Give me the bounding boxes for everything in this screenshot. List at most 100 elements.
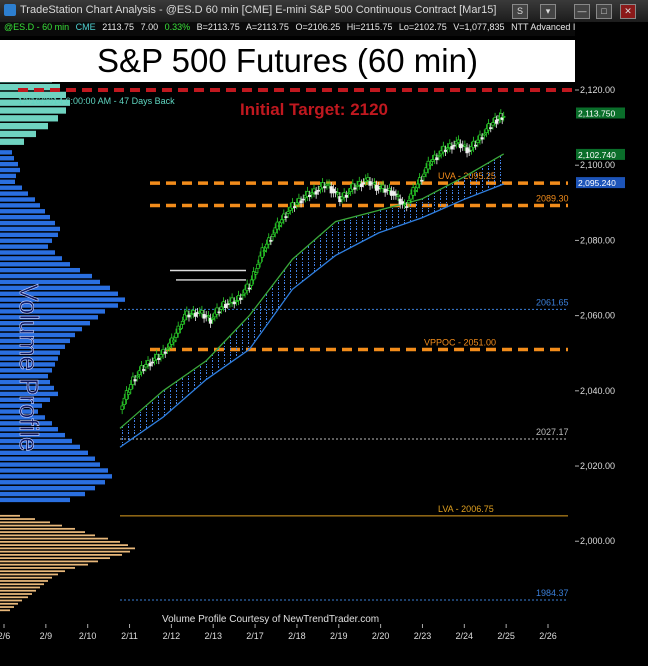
candle-body [260, 247, 264, 258]
candle-body [400, 201, 405, 205]
candle-body [445, 147, 450, 150]
candle-body [137, 370, 142, 375]
window-title: TradeStation Chart Analysis - @ES.D 60 m… [20, 4, 497, 16]
candle-body [150, 361, 154, 364]
minimize-button[interactable]: — [574, 4, 590, 19]
x-tick-label: 2/24 [456, 631, 474, 641]
volume-profile-bar [0, 350, 60, 355]
candle-body [469, 145, 474, 151]
volume-profile-bar [0, 150, 12, 155]
volume-profile-bar [0, 444, 80, 450]
level-label: 2027.17 [536, 427, 569, 437]
candle-body [200, 310, 204, 314]
candle-body [433, 154, 437, 160]
x-tick-label: 2/6 [0, 631, 10, 641]
close-button[interactable]: ✕ [620, 4, 636, 19]
quote-change: 7.00 [140, 22, 159, 32]
volume-profile-bar [0, 309, 105, 314]
volume-profile-bar [0, 432, 65, 438]
chart-background [0, 36, 575, 624]
volume-profile-bar [0, 167, 20, 173]
average-band [120, 153, 504, 448]
volume-profile-bar [0, 185, 22, 190]
candle-body [232, 301, 236, 305]
window-titlebar: TradeStation Chart Analysis - @ES.D 60 m… [0, 0, 648, 22]
series-line-slow_average [119, 183, 504, 448]
volume-profile-bar [0, 474, 112, 479]
quote-exchange: CME [75, 22, 96, 32]
volume-profile-bar [0, 244, 48, 249]
y-tick-label: 2,100.00 [580, 160, 615, 170]
volume-profile-bar [0, 450, 88, 455]
volume-profile-bar [0, 374, 48, 379]
candle-body [366, 177, 370, 181]
volume-profile-bar [0, 130, 36, 138]
candle-body [262, 250, 267, 253]
price-axis[interactable]: 2,000.00 2,020.00 2,040.00 2,060.00 2,080.00… [575, 36, 648, 632]
candle-body [148, 362, 152, 367]
volume-profile-bar [0, 173, 16, 179]
quote-low: Lo=2102.75 [398, 22, 447, 32]
volume-profile-bar [0, 332, 75, 338]
volume-profile-bar [0, 179, 15, 185]
candle-body [372, 182, 377, 185]
candle-body [333, 191, 338, 194]
volume-profile-bar [0, 580, 48, 582]
candle-body [124, 390, 129, 400]
volume-profile-bar [0, 491, 85, 497]
candle-body [443, 149, 448, 152]
volume-profile-bar [0, 415, 45, 420]
volume-profile-bar [0, 379, 50, 385]
candle-body [359, 183, 364, 188]
volume-profile-bar [0, 262, 70, 267]
candle-body [185, 310, 189, 316]
maximize-button[interactable]: □ [596, 4, 612, 19]
candle-body [172, 339, 176, 343]
volume-profile-bar [0, 220, 55, 226]
x-tick-label: 2/23 [414, 631, 432, 641]
candle-body [428, 163, 433, 166]
level-label: VPPOC - 2051.00 [424, 337, 496, 347]
candle-body [165, 347, 170, 350]
volume-profile-bar [0, 540, 120, 543]
candle-body [331, 188, 336, 194]
candle-body [474, 144, 478, 147]
volume-profile-bar [0, 214, 50, 220]
dropdown-button[interactable]: ▾ [540, 4, 556, 19]
candle-body [441, 145, 445, 153]
volume-profile [0, 44, 135, 612]
candle-body [167, 342, 172, 348]
volume-profile-bar [0, 521, 50, 524]
candle-body [413, 190, 417, 192]
volume-profile-bar [0, 99, 70, 106]
candle-body [430, 159, 435, 162]
candle-body [435, 157, 439, 161]
level-label: 1984.37 [536, 588, 569, 598]
candle-body [211, 317, 215, 320]
volume-profile-bar [0, 297, 125, 302]
candle-body [415, 183, 420, 189]
volume-profile-bar [0, 362, 55, 367]
candle-body [256, 263, 260, 269]
time-axis[interactable]: 2/6 2/9 2/10 2/11 2/12 2/13 2/17 2/18 2/19 2/20 2/… [0, 624, 575, 661]
level-label: 2089.30 [536, 193, 569, 203]
candle-body [394, 193, 398, 196]
candle-body [491, 122, 495, 126]
candle-body [174, 332, 178, 338]
candle-body [405, 206, 409, 208]
volume-profile-bar [0, 138, 24, 145]
price-tag-bg [576, 177, 625, 189]
candle-body [301, 198, 305, 201]
volume-profile-bar [0, 421, 52, 426]
symbol-link-button[interactable]: S [512, 4, 528, 19]
quote-last: 2113.75 [102, 22, 135, 32]
volume-profile-bar [0, 560, 98, 563]
candle-body [327, 183, 331, 186]
volume-profile-bar [0, 238, 52, 243]
candle-body [463, 144, 467, 147]
volume-profile-bar [0, 547, 135, 550]
volume-profile-bar [0, 609, 10, 612]
candle-body [146, 360, 150, 365]
volume-profile-bar [0, 554, 122, 556]
